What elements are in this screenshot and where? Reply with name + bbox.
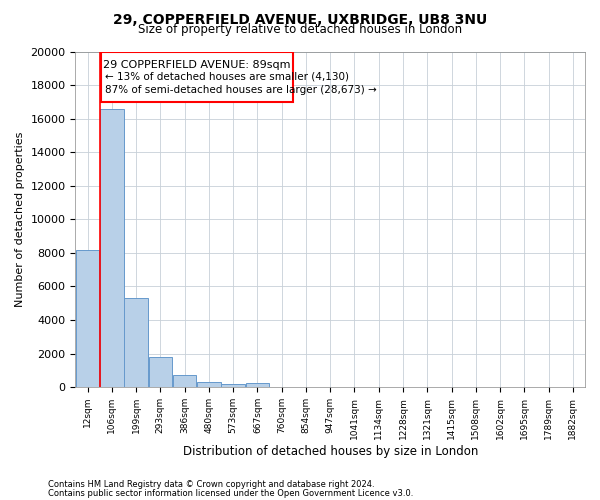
- Bar: [245, 382, 269, 387]
- Y-axis label: Number of detached properties: Number of detached properties: [15, 132, 25, 307]
- Text: 87% of semi-detached houses are larger (28,673) →: 87% of semi-detached houses are larger (…: [104, 85, 376, 95]
- Text: Contains HM Land Registry data © Crown copyright and database right 2024.: Contains HM Land Registry data © Crown c…: [48, 480, 374, 489]
- Bar: [149, 356, 172, 387]
- Bar: [76, 250, 100, 387]
- Text: ← 13% of detached houses are smaller (4,130): ← 13% of detached houses are smaller (4,…: [104, 72, 349, 82]
- X-axis label: Distribution of detached houses by size in London: Distribution of detached houses by size …: [182, 444, 478, 458]
- Text: Size of property relative to detached houses in London: Size of property relative to detached ho…: [138, 22, 462, 36]
- Bar: [124, 298, 148, 387]
- Text: 29, COPPERFIELD AVENUE, UXBRIDGE, UB8 3NU: 29, COPPERFIELD AVENUE, UXBRIDGE, UB8 3N…: [113, 12, 487, 26]
- Text: 29 COPPERFIELD AVENUE: 89sqm: 29 COPPERFIELD AVENUE: 89sqm: [103, 60, 290, 70]
- FancyBboxPatch shape: [101, 52, 293, 102]
- Bar: [100, 110, 124, 387]
- Bar: [173, 375, 196, 387]
- Text: Contains public sector information licensed under the Open Government Licence v3: Contains public sector information licen…: [48, 488, 413, 498]
- Bar: [197, 382, 221, 387]
- Bar: [221, 384, 245, 387]
